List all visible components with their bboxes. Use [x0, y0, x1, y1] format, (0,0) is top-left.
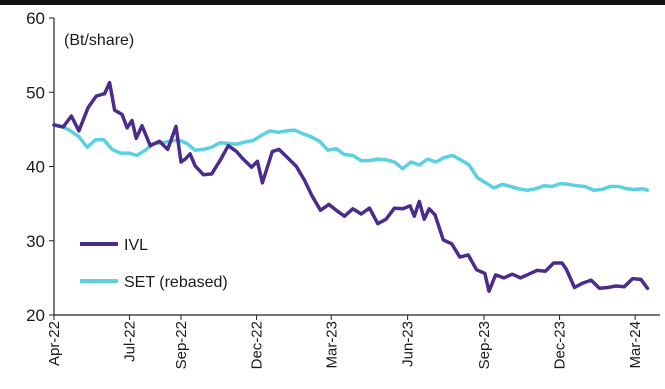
x-tick-label: Jun-23 [400, 321, 417, 367]
y-axis-unit-label: (Bt/share) [64, 32, 134, 49]
x-tick-label: Mar-23 [323, 321, 340, 369]
x-tick-label: Mar-24 [627, 321, 644, 369]
y-tick-label: 60 [26, 9, 45, 28]
series-line-ivl [52, 80, 650, 293]
x-tick-label: Sep-22 [173, 321, 190, 369]
legend: IVL SET (rebased) [80, 237, 228, 291]
y-tick-label: 40 [26, 158, 45, 177]
x-tick-label: Dec-23 [552, 321, 569, 369]
x-tick-label: Dec-22 [249, 321, 266, 369]
x-tick-label: Sep-23 [476, 321, 493, 369]
y-ticks: 20 30 40 50 60 [26, 9, 54, 325]
y-tick-label: 50 [26, 83, 45, 102]
y-tick-label: 20 [26, 306, 45, 325]
x-tick-label: Apr-22 [46, 321, 63, 366]
legend-label: IVL [124, 237, 148, 254]
x-tick-label: Jul-22 [122, 321, 139, 362]
legend-label: SET (rebased) [124, 274, 228, 291]
y-tick-label: 30 [26, 232, 45, 251]
series-lines [52, 80, 650, 293]
x-ticks: Apr-22 Jul-22 Sep-22 Dec-22 Mar-23 Jun-23 Sep-… [46, 315, 644, 369]
top-border-bar [0, 0, 665, 5]
